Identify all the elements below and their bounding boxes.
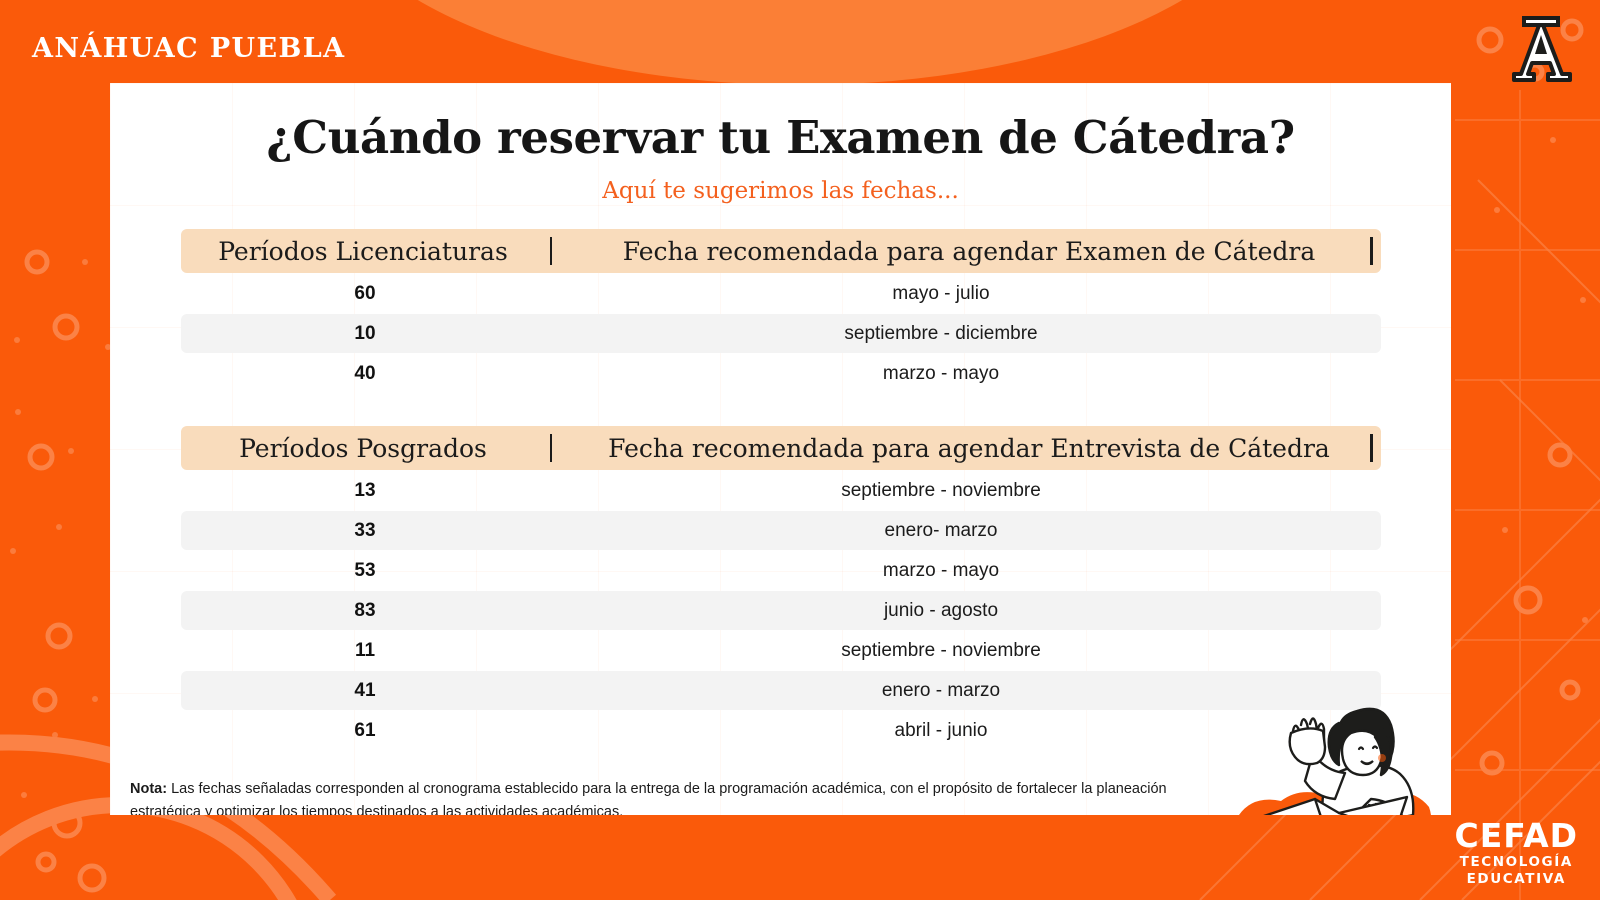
cell-periodo: 11	[354, 639, 376, 661]
cell-fecha: abril - junio	[894, 719, 988, 741]
cell-periodo: 33	[354, 519, 376, 541]
table-row: 83 junio - agosto	[180, 591, 1381, 630]
column-header-fecha-examen-label: Fecha recomendada para agendar Examen de…	[622, 236, 1316, 266]
column-header-fecha-entrevista: Fecha recomendada para agendar Entrevist…	[552, 434, 1381, 463]
header-end-bar	[1369, 434, 1373, 462]
cell-fecha: septiembre - noviembre	[841, 479, 1041, 501]
cell-periodo: 10	[354, 322, 376, 344]
cell-fecha: enero - marzo	[881, 679, 1001, 701]
footnote-label: Nota:	[130, 781, 168, 798]
table-row: 10 septiembre - diciembre	[180, 314, 1381, 353]
cell-periodo: 60	[354, 282, 376, 304]
cell-fecha: marzo - mayo	[882, 559, 1000, 581]
column-header-fecha-entrevista-label: Fecha recomendada para agendar Entrevist…	[608, 433, 1330, 463]
anahuac-a-logo-icon	[1512, 16, 1572, 82]
cell-periodo: 61	[354, 719, 376, 741]
cell-fecha: septiembre - noviembre	[841, 639, 1041, 661]
brand-title: ANÁHUAC PUEBLA	[32, 33, 346, 64]
table-row: 41 enero - marzo	[180, 671, 1381, 710]
table-row: 53 marzo - mayo	[181, 551, 1381, 590]
header-divider	[549, 434, 552, 462]
cell-fecha: enero- marzo	[884, 519, 998, 541]
page-title: ¿Cuándo reservar tu Examen de Cátedra?	[266, 111, 1295, 164]
cefad-logo-line2: TECNOLOGÍA	[1459, 854, 1573, 871]
table-licenciaturas: Períodos Licenciaturas Fecha recomendada…	[180, 229, 1381, 393]
cell-periodo: 83	[354, 599, 376, 621]
student-raising-hand-illustration	[1239, 707, 1431, 815]
cefad-logo: CEFAD TECNOLOGÍA EDUCATIVA	[1455, 819, 1578, 888]
table-header-licenciaturas: Períodos Licenciaturas Fecha recomendada…	[180, 229, 1381, 273]
table-row: 13 septiembre - noviembre	[181, 471, 1381, 510]
cefad-logo-line3: EDUCATIVA	[1466, 871, 1566, 888]
cefad-logo-line1: CEFAD	[1454, 816, 1578, 856]
cell-fecha: mayo - julio	[892, 282, 990, 304]
header-end-bar	[1369, 237, 1373, 265]
table-row: 61 abril - junio	[181, 711, 1381, 750]
table-row: 40 marzo - mayo	[181, 354, 1381, 393]
cell-periodo: 53	[354, 559, 376, 581]
content-card: ¿Cuándo reservar tu Examen de Cátedra? A…	[110, 83, 1451, 815]
cell-periodo: 41	[354, 679, 376, 701]
cell-fecha: junio - agosto	[883, 599, 999, 621]
header-divider	[549, 237, 552, 265]
footnote: Nota: Las fechas señaladas corresponden …	[130, 778, 1175, 815]
table-posgrados: Períodos Posgrados Fecha recomendada par…	[180, 426, 1381, 750]
cell-fecha: septiembre - diciembre	[844, 322, 1038, 344]
column-header-periodos-licenciaturas: Períodos Licenciaturas	[218, 236, 508, 266]
cell-fecha: marzo - mayo	[882, 362, 1000, 384]
cell-periodo: 40	[354, 362, 376, 384]
table-row: 60 mayo - julio	[181, 274, 1381, 313]
table-header-posgrados: Períodos Posgrados Fecha recomendada par…	[180, 426, 1381, 470]
table-row: 33 enero- marzo	[180, 511, 1381, 550]
column-header-fecha-examen: Fecha recomendada para agendar Examen de…	[552, 237, 1381, 266]
page-subtitle: Aquí te sugerimos las fechas...	[602, 178, 959, 204]
table-row: 11 septiembre - noviembre	[181, 631, 1381, 670]
cell-periodo: 13	[354, 479, 376, 501]
column-header-periodos-posgrados: Períodos Posgrados	[239, 433, 487, 463]
footnote-text: Las fechas señaladas corresponden al cro…	[130, 781, 1167, 815]
